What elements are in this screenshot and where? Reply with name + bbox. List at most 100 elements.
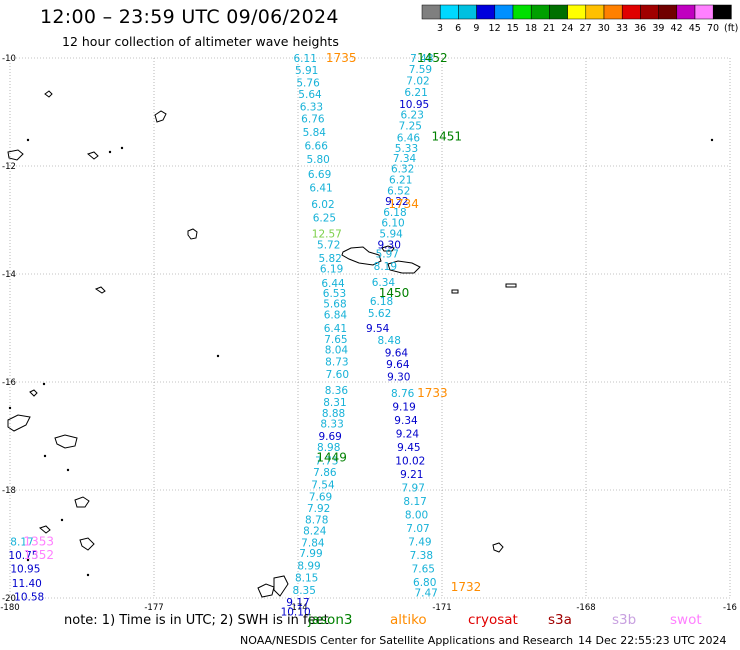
wave-height-reading: 9.24 bbox=[396, 428, 420, 440]
scale-swatch bbox=[585, 4, 605, 20]
wave-height-reading: 6.69 bbox=[308, 169, 331, 181]
wave-height-reading: 8.17 bbox=[403, 496, 426, 508]
wave-height-reading: 9.54 bbox=[366, 323, 390, 335]
lon-label: -174 bbox=[288, 603, 307, 613]
wave-height-reading: 6.02 bbox=[311, 199, 334, 211]
lon-label: -177 bbox=[144, 603, 163, 613]
wave-height-reading: 10.10 bbox=[281, 607, 311, 619]
scale-swatch bbox=[712, 4, 732, 20]
wave-height-reading: 9.45 bbox=[397, 442, 420, 454]
scale-swatch bbox=[694, 4, 714, 20]
wave-height-reading: 8.35 bbox=[293, 585, 316, 597]
island-tutuila bbox=[387, 260, 421, 274]
wave-height-reading: 7.97 bbox=[402, 482, 425, 494]
islet-dot bbox=[43, 454, 47, 458]
islet-dot bbox=[120, 146, 124, 150]
wave-height-reading: 6.11 bbox=[294, 53, 317, 65]
wave-height-reading: 8.98 bbox=[317, 442, 340, 454]
lon-label: -16 bbox=[723, 603, 737, 613]
islet-dot bbox=[26, 138, 30, 142]
island-small-14 bbox=[29, 389, 38, 397]
pass-time-label: 1734 bbox=[388, 197, 419, 211]
island-upolu bbox=[341, 246, 382, 266]
wave-height-reading: 9.17 bbox=[286, 597, 309, 609]
scale-label: 39 bbox=[652, 23, 664, 34]
wave-height-reading: 6.34 bbox=[372, 277, 396, 289]
map-subtitle: 12 hour collection of altimeter wave hei… bbox=[62, 34, 339, 49]
wave-height-reading: 6.44 bbox=[321, 278, 345, 290]
note-text: note: 1) Time is in UTC; 2) SWH is in fe… bbox=[64, 613, 329, 628]
island-small-8 bbox=[74, 496, 90, 508]
pass-time-label: 1732 bbox=[451, 580, 482, 594]
wave-height-reading: 5.97 bbox=[376, 248, 399, 260]
lon-label: -171 bbox=[432, 603, 451, 613]
scale-swatch bbox=[476, 4, 496, 20]
wave-height-reading: 10.02 bbox=[395, 455, 425, 467]
wave-height-reading: 9.64 bbox=[385, 347, 409, 359]
island-wallis bbox=[187, 228, 198, 240]
wave-height-reading: 7.84 bbox=[301, 537, 325, 549]
scale-label: 3 bbox=[437, 23, 443, 34]
scale-label: 45 bbox=[689, 23, 701, 34]
wave-height-reading: 7.48 bbox=[410, 53, 433, 65]
wave-height-reading: 6.84 bbox=[324, 310, 348, 322]
wave-height-reading: 5.94 bbox=[379, 229, 403, 241]
wave-height-reading: 6.25 bbox=[313, 212, 336, 224]
island-small-6 bbox=[7, 414, 31, 432]
satellite-legend-swot: swot bbox=[670, 612, 702, 628]
lat-lon-grid: -10 -12 -14 -16 -18 -20-180 -177 -174 -171 -168 -1… bbox=[0, 54, 737, 613]
islet-dot bbox=[216, 354, 220, 358]
wave-height-reading: 7.07 bbox=[406, 523, 429, 535]
satellite-legend-s3a: s3a bbox=[548, 612, 572, 628]
scale-label: 21 bbox=[543, 23, 555, 34]
wave-height-reading: 7.38 bbox=[410, 550, 433, 562]
lon-label: -168 bbox=[576, 603, 595, 613]
scale-swatch bbox=[658, 4, 678, 20]
wave-height-reading: 7.65 bbox=[324, 334, 347, 346]
wave-height-reading: 5.33 bbox=[395, 143, 418, 155]
scale-label: 42 bbox=[671, 23, 683, 34]
island-small-2 bbox=[154, 110, 167, 123]
scale-label: 12 bbox=[489, 23, 501, 34]
wave-height-reading: 6.19 bbox=[320, 264, 343, 276]
wave-height-reading: 8.76 bbox=[391, 388, 415, 400]
wave-height-reading: 8.88 bbox=[322, 408, 345, 420]
wave-height-reading: 9.64 bbox=[386, 359, 410, 371]
wave-height-reading: 7.59 bbox=[409, 64, 432, 76]
wave-height-reading: 6.18 bbox=[370, 296, 393, 308]
lat-label: -18 bbox=[2, 486, 16, 496]
scale-swatch bbox=[567, 4, 587, 20]
scale-swatch bbox=[676, 4, 696, 20]
satellite-legend-altiko: altiko bbox=[390, 612, 427, 628]
island-small-11 bbox=[492, 542, 504, 553]
wave-height-reading: 8.00 bbox=[405, 509, 428, 521]
scale-label: 27 bbox=[580, 23, 592, 34]
color-scale-legend: 3 6 9 12 15 18 21 24 27 30 33 36 39 42 45 70 (ft) bbox=[421, 4, 738, 34]
wave-height-reading: 8.15 bbox=[295, 572, 318, 584]
wave-height-reading: 5.72 bbox=[317, 239, 340, 251]
wave-height-reading: 7.99 bbox=[299, 548, 322, 560]
scale-swatch bbox=[421, 4, 441, 20]
scale-label: 15 bbox=[507, 23, 519, 34]
wave-height-reading: 6.76 bbox=[301, 113, 325, 125]
wave-height-reading: 9.30 bbox=[387, 372, 410, 384]
wave-height-reading: 10.75 bbox=[8, 550, 38, 562]
islet-dot bbox=[86, 573, 90, 577]
wave-height-reading: 8.36 bbox=[325, 385, 349, 397]
wave-height-reading: 6.18 bbox=[383, 207, 406, 219]
island-small-1 bbox=[94, 286, 106, 294]
wave-height-reading: 8.73 bbox=[325, 356, 348, 368]
islet-dot bbox=[710, 138, 714, 142]
pass-time-label: 1733 bbox=[417, 386, 448, 400]
credit-text: NOAA/NESDIS Center for Satellite Applica… bbox=[240, 634, 574, 647]
wave-height-reading: 12.57 bbox=[312, 229, 342, 241]
wave-height-reading: 8.33 bbox=[320, 419, 343, 431]
wave-height-reading: 8.24 bbox=[303, 526, 327, 538]
scale-label: 33 bbox=[616, 23, 628, 34]
wave-height-reading: 6.41 bbox=[324, 323, 347, 335]
wave-height-reading: 7.49 bbox=[408, 536, 431, 548]
wave-height-reading: 7.65 bbox=[412, 563, 435, 575]
scale-label: 36 bbox=[634, 23, 646, 34]
